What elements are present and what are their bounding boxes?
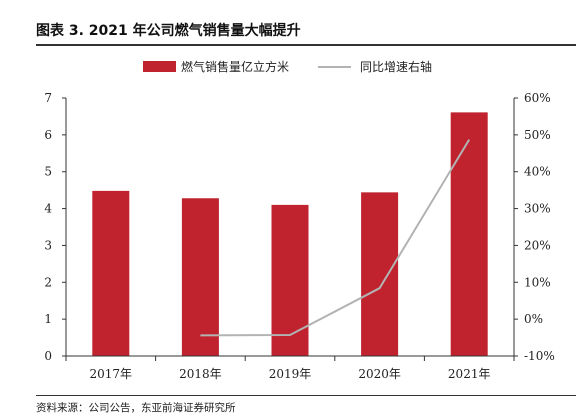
x-tick-label: 2018年 <box>179 367 222 381</box>
right-tick-label: 20% <box>524 238 551 252</box>
right-tick-label: 40% <box>524 165 551 179</box>
title-rule <box>36 44 576 46</box>
bar <box>271 204 309 356</box>
bar <box>450 112 488 356</box>
chart-axes: 0 1 2 3 4 5 6 7 -10% 0% 10% 20% 30% 40% 50% 60% 2017年 201… <box>44 91 554 381</box>
legend-bar-swatch <box>143 61 176 72</box>
right-tick-label: -10% <box>524 349 555 363</box>
growth-line <box>200 139 471 337</box>
bar <box>92 190 130 356</box>
right-tick-label: 10% <box>524 275 551 289</box>
x-tick-label: 2020年 <box>358 367 401 381</box>
figure-title: 图表 3. 2021 年公司燃气销售量大幅提升 <box>36 23 301 39</box>
legend-line-label: 同比增速右轴 <box>360 59 432 74</box>
bar <box>181 198 219 356</box>
source-rule <box>36 395 576 396</box>
left-tick-label: 3 <box>44 238 52 252</box>
right-tick-label: 0% <box>524 312 543 326</box>
left-tick-label: 2 <box>44 275 52 289</box>
right-tick-label: 50% <box>524 128 551 142</box>
x-tick-label: 2021年 <box>448 367 491 381</box>
left-tick-label: 0 <box>44 349 52 363</box>
legend-bar-label: 燃气销售量亿立方米 <box>181 59 289 74</box>
x-tick-label: 2019年 <box>269 367 312 381</box>
chart-legend: 燃气销售量亿立方米 同比增速右轴 <box>143 59 432 74</box>
x-tick-label: 2017年 <box>90 367 133 381</box>
right-tick-label: 30% <box>524 202 551 216</box>
left-tick-label: 7 <box>44 91 52 105</box>
left-tick-label: 1 <box>44 312 52 326</box>
right-tick-label: 60% <box>524 91 551 105</box>
left-tick-label: 6 <box>44 128 52 142</box>
line-series <box>200 139 471 337</box>
left-tick-label: 5 <box>44 165 52 179</box>
left-tick-label: 4 <box>44 202 52 216</box>
bar-series <box>92 112 488 356</box>
bar <box>361 192 399 356</box>
source-note: 资料来源：公司公告，东亚前海证券研究所 <box>36 402 236 414</box>
